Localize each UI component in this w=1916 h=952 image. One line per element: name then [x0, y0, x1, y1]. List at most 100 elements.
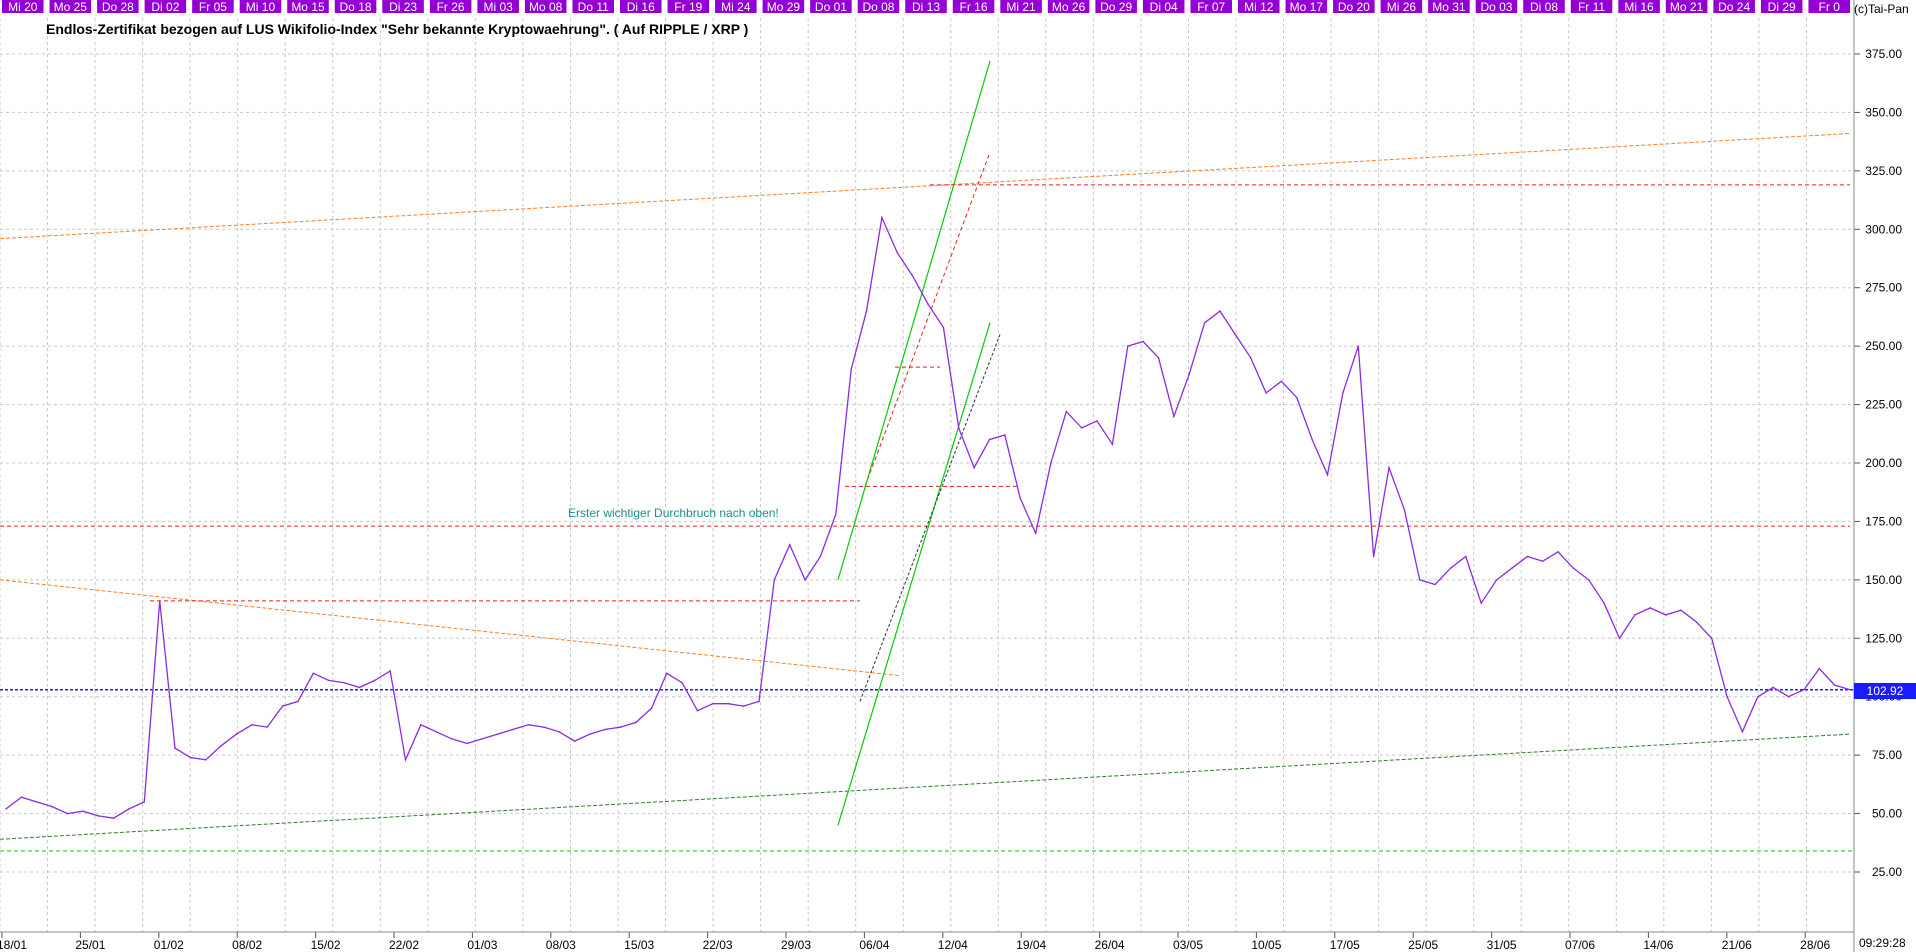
- day-cell: [620, 0, 662, 13]
- y-tick-label: 250.00: [1865, 339, 1902, 353]
- price-point: [82, 810, 84, 812]
- day-label: Fr 11: [1578, 0, 1605, 14]
- price-point: [942, 326, 945, 329]
- y-tick-label: 225.00: [1865, 398, 1902, 412]
- x-axis-ticks: 18/01 25/01 01/02 08/02 15/02 22/02 01/03 08/03…: [0, 932, 1831, 952]
- price-point: [1495, 579, 1498, 581]
- top-day-labels: Mi 20 Mo 25 Do 28 Di 02 Fr 05 Mi 10 Mo 15 Do 18…: [8, 0, 1840, 14]
- y-tick-label: 75.00: [1872, 748, 1902, 762]
- day-label: Mi 20: [8, 0, 38, 14]
- price-point: [251, 724, 253, 726]
- price-point: [666, 672, 668, 675]
- price-point: [527, 724, 530, 726]
- price-point: [1326, 473, 1329, 476]
- price-point: [1849, 688, 1851, 691]
- price-point: [297, 700, 299, 703]
- price-point: [1280, 380, 1283, 383]
- price-point: [1803, 688, 1805, 691]
- price-point: [420, 724, 422, 726]
- day-label: Mo 08: [529, 0, 563, 14]
- y-tick-label: 350.00: [1865, 105, 1902, 119]
- day-label: Do 03: [1480, 0, 1512, 14]
- day-label: Di 04: [1150, 0, 1178, 14]
- price-point: [327, 679, 330, 682]
- chart-title: Endlos-Zertifikat bezogen auf LUS Wikifo…: [46, 21, 749, 37]
- day-cell: [1475, 0, 1518, 13]
- x-tick-label: 22/03: [703, 938, 733, 952]
- price-point: [1787, 695, 1790, 698]
- day-cell: [715, 0, 757, 13]
- price-point: [1710, 637, 1713, 640]
- last-price-tag: 102.92: [1854, 683, 1916, 699]
- day-label: Mi 16: [1624, 0, 1654, 14]
- day-cell: [287, 0, 329, 13]
- day-cell: [857, 0, 900, 13]
- price-point: [174, 747, 176, 749]
- red-diagonal: [864, 151, 991, 487]
- price-point: [1588, 579, 1590, 581]
- day-cell: [1047, 0, 1090, 13]
- day-cell: [334, 0, 377, 13]
- x-tick-label: 03/05: [1173, 938, 1203, 952]
- price-point: [973, 466, 975, 469]
- day-label: Mo 15: [291, 0, 325, 14]
- price-point: [1127, 345, 1129, 347]
- price-point: [727, 702, 729, 705]
- price-point: [1418, 579, 1421, 581]
- day-cell: [1190, 0, 1232, 13]
- price-point: [1296, 396, 1298, 399]
- price-point: [281, 705, 284, 707]
- price-point: [128, 808, 130, 810]
- price-point: [1173, 415, 1175, 418]
- day-label: Di 02: [151, 0, 179, 14]
- day-cell: [952, 0, 995, 13]
- day-label: Do 29: [1100, 0, 1132, 14]
- price-point: [835, 513, 837, 516]
- price-point: [158, 600, 161, 602]
- day-cell: [1760, 0, 1803, 13]
- x-tick-label: 10/05: [1251, 938, 1281, 952]
- price-point: [220, 745, 222, 747]
- price-point: [1080, 427, 1083, 429]
- price-point: [911, 275, 914, 277]
- price-point: [896, 251, 899, 254]
- price-point: [1695, 621, 1698, 623]
- day-cell: [429, 0, 472, 13]
- day-label: Di 23: [389, 0, 417, 14]
- price-point: [189, 756, 192, 759]
- day-cell: [572, 0, 614, 13]
- day-label: Fr 0: [1819, 0, 1841, 14]
- day-cell: [1428, 0, 1470, 13]
- x-tick-label: 31/05: [1487, 938, 1517, 952]
- price-point: [1219, 310, 1221, 312]
- price-point: [1019, 497, 1021, 499]
- x-tick-label: 22/02: [389, 938, 419, 952]
- price-point: [1372, 555, 1375, 558]
- day-label: Mo 29: [767, 0, 801, 14]
- day-cell: [1665, 0, 1708, 13]
- price-point: [1772, 686, 1774, 689]
- price-point: [619, 726, 622, 728]
- day-cell: [1713, 0, 1755, 13]
- price-point: [1741, 731, 1744, 733]
- price-point: [1434, 583, 1436, 586]
- price-point: [1511, 567, 1513, 569]
- day-label: Do 08: [862, 0, 894, 14]
- y-tick-label: 300.00: [1865, 222, 1902, 236]
- x-tick-label: 19/04: [1016, 938, 1046, 952]
- price-point: [389, 670, 392, 672]
- y-tick-label: 375.00: [1865, 47, 1902, 61]
- price-point: [1526, 555, 1529, 558]
- green-channel-upper: [837, 60, 991, 581]
- price-series: [5, 215, 1851, 819]
- y-tick-label: 125.00: [1865, 631, 1902, 645]
- price-point: [804, 579, 806, 581]
- day-label: Mi 12: [1244, 0, 1274, 14]
- price-point: [1311, 438, 1313, 441]
- x-tick-label: 26/04: [1095, 938, 1125, 952]
- price-point: [819, 555, 822, 558]
- price-point: [788, 544, 791, 546]
- price-point: [1726, 695, 1728, 698]
- day-label: Mi 26: [1387, 0, 1417, 14]
